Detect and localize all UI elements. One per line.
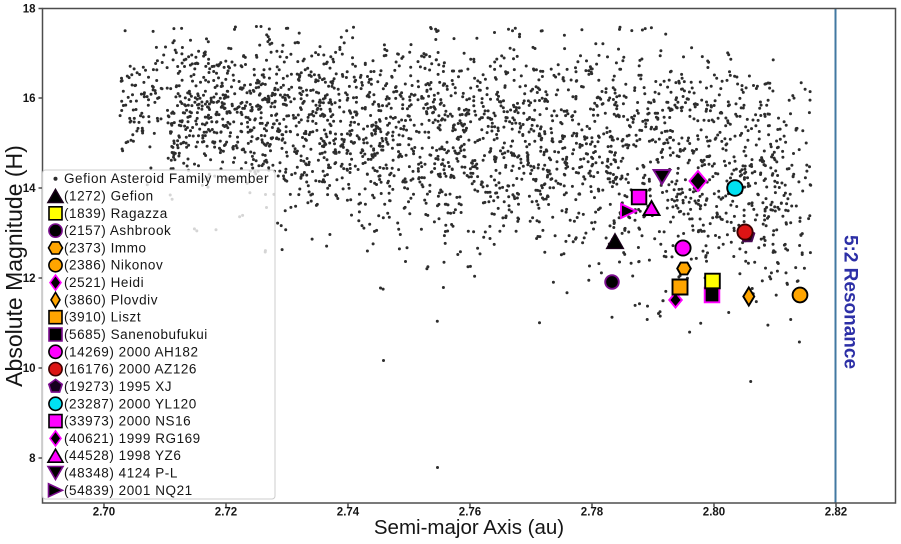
svg-text:(14269) 2000 AH182: (14269) 2000 AH182 [64, 344, 199, 359]
svg-text:(44528) 1998 YZ6: (44528) 1998 YZ6 [64, 448, 181, 463]
svg-text:2.82: 2.82 [825, 507, 847, 519]
svg-text:(1272) Gefion: (1272) Gefion [64, 189, 154, 204]
svg-text:16: 16 [23, 93, 36, 105]
svg-text:Gefion Asteroid Family member: Gefion Asteroid Family member [64, 171, 269, 186]
svg-text:(2373) Immo: (2373) Immo [64, 240, 147, 255]
svg-text:18: 18 [23, 4, 36, 16]
svg-text:(23287) 2000 YL120: (23287) 2000 YL120 [64, 396, 197, 411]
svg-text:(3860) Plovdiv: (3860) Plovdiv [64, 292, 158, 307]
svg-text:Semi-major Axis (au): Semi-major Axis (au) [374, 516, 564, 539]
svg-text:(54839) 2001 NQ21: (54839) 2001 NQ21 [64, 483, 193, 498]
svg-text:(40621) 1999 RG169: (40621) 1999 RG169 [64, 431, 201, 446]
svg-text:10: 10 [23, 363, 36, 375]
svg-text:Absolute Magnitude (H): Absolute Magnitude (H) [1, 145, 27, 387]
svg-text:(16176) 2000 AZ126: (16176) 2000 AZ126 [64, 362, 197, 377]
svg-text:(33973) 2000 NS16: (33973) 2000 NS16 [64, 414, 191, 429]
svg-text:5:2 Resonance: 5:2 Resonance [840, 235, 861, 369]
svg-text:(2386) Nikonov: (2386) Nikonov [64, 258, 163, 273]
svg-text:(5685) Sanenobufukui: (5685) Sanenobufukui [64, 327, 208, 342]
svg-text:2.78: 2.78 [581, 507, 604, 519]
svg-text:2.80: 2.80 [703, 507, 725, 519]
svg-text:2.70: 2.70 [93, 507, 115, 519]
svg-text:(1839) Ragazza: (1839) Ragazza [64, 206, 168, 221]
svg-text:(3910) Liszt: (3910) Liszt [64, 310, 141, 325]
svg-text:(48348) 4124 P-L: (48348) 4124 P-L [64, 466, 178, 481]
svg-text:(2157) Ashbrook: (2157) Ashbrook [64, 223, 171, 238]
svg-text:8: 8 [29, 453, 36, 465]
svg-text:2.72: 2.72 [215, 507, 237, 519]
svg-text:(2521) Heidi: (2521) Heidi [64, 275, 144, 290]
svg-text:14: 14 [23, 183, 36, 195]
svg-text:12: 12 [23, 273, 36, 285]
svg-text:2.74: 2.74 [337, 507, 360, 519]
svg-text:(19273) 1995 XJ: (19273) 1995 XJ [64, 379, 172, 394]
svg-text:2.76: 2.76 [459, 507, 481, 519]
